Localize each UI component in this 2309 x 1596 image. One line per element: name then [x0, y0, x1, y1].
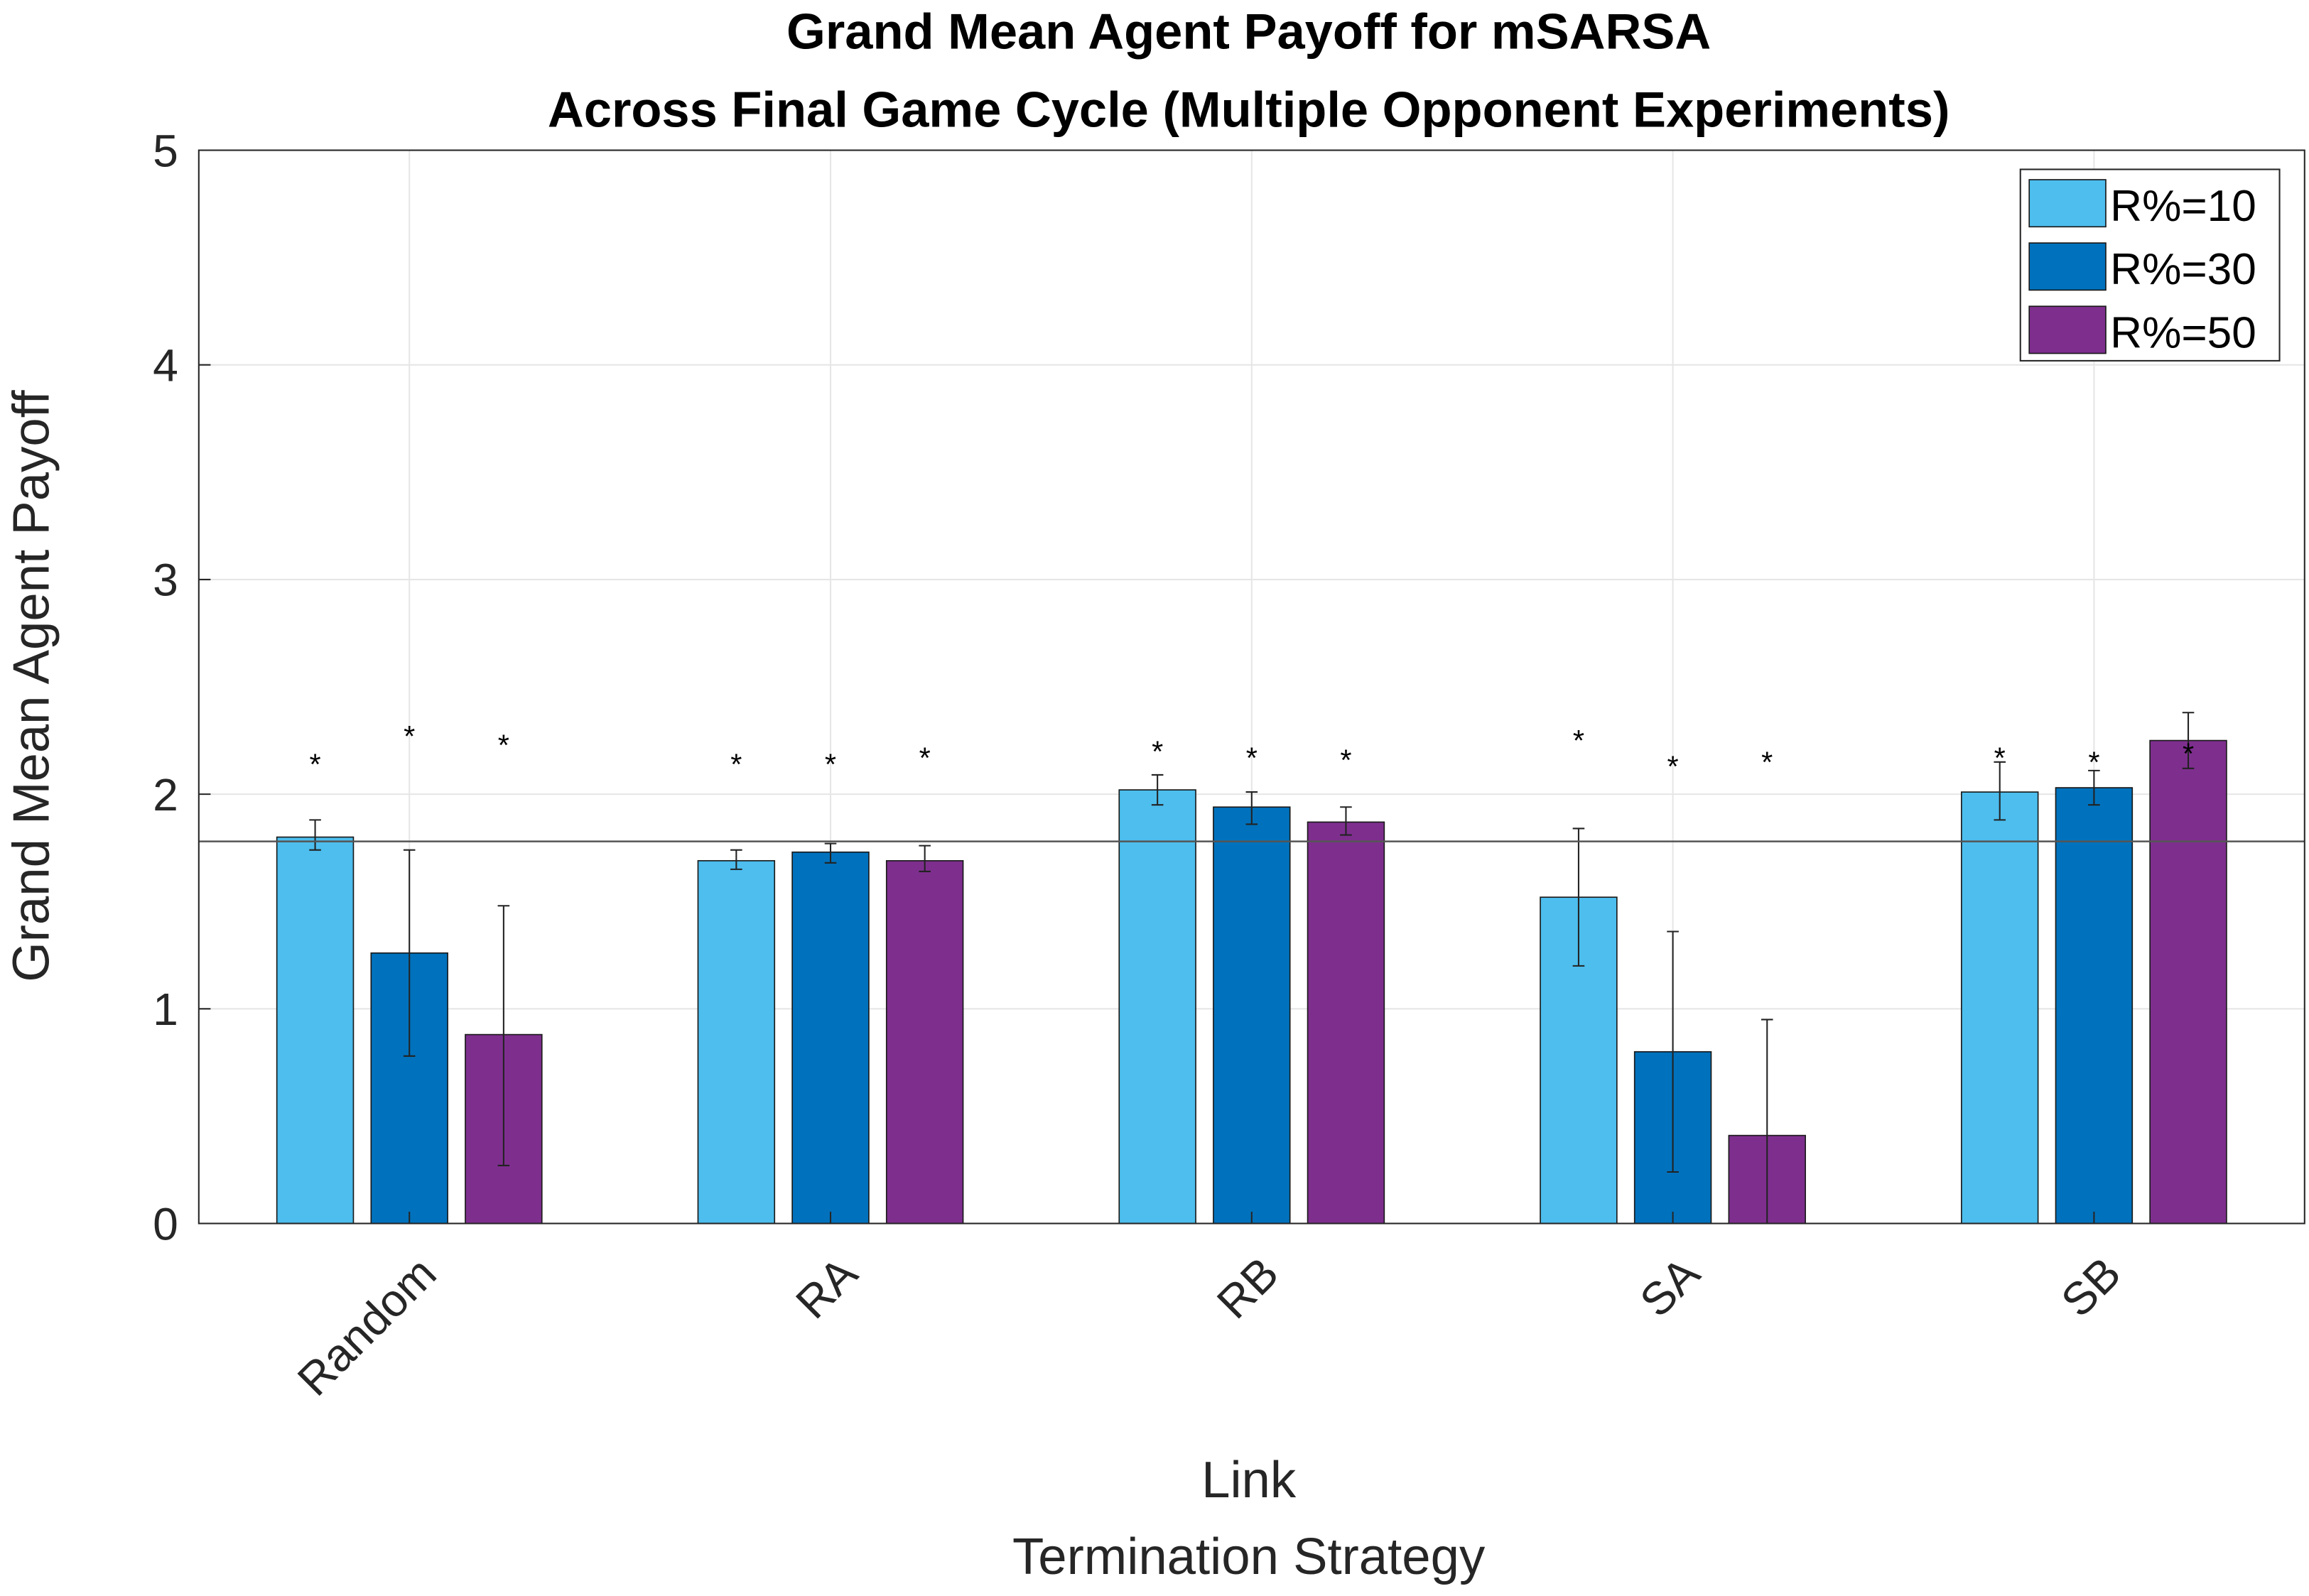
chart-title-line-2: Across Final Game Cycle (Multiple Oppone…: [548, 81, 1950, 137]
y-axis-label: Grand Mean Agent Payoff: [2, 389, 60, 982]
significance-marker: *: [1667, 750, 1679, 783]
legend-entry-label: R%=30: [2110, 245, 2256, 294]
bar-rb-series-2: [1213, 806, 1291, 1225]
legend-swatch: [2028, 305, 2107, 354]
y-tick-label: 4: [153, 340, 178, 391]
x-tick-label-rb: RB: [1207, 1247, 1288, 1328]
bar-random-series-1: [276, 836, 355, 1225]
bar-rb-series-3: [1307, 821, 1385, 1225]
significance-marker: *: [1340, 743, 1351, 776]
y-tick-label: 2: [153, 769, 178, 820]
y-tick-label: 5: [153, 125, 178, 176]
x-axis-label-line-1: Link: [1201, 1451, 1297, 1509]
significance-marker: *: [825, 747, 836, 781]
y-axis-ticks: 0 1 2 3 4 5: [153, 125, 211, 1249]
legend-entry-label: R%=10: [2110, 182, 2256, 231]
legend: R%=10 R%=30 R%=50: [2019, 168, 2281, 362]
significance-marker: *: [730, 747, 742, 781]
significance-marker: *: [404, 720, 415, 753]
bar-ra-series-2: [791, 851, 870, 1225]
significance-marker: *: [498, 728, 509, 761]
x-axis-label-line-2: Termination Strategy: [1012, 1528, 1486, 1585]
x-tick-label-sb: SB: [2051, 1247, 2131, 1327]
bar-ra-series-1: [697, 859, 776, 1225]
bar-sb-series-2: [2055, 787, 2134, 1225]
significance-marker: *: [1761, 745, 1773, 778]
bar-rb-series-1: [1118, 789, 1196, 1225]
bar-sb-series-3: [2149, 739, 2227, 1225]
significance-marker: *: [309, 747, 320, 781]
significance-marker: *: [1573, 724, 1584, 757]
significance-marker: *: [2088, 745, 2099, 778]
y-tick-label: 3: [153, 555, 178, 606]
y-tick-label: 1: [153, 984, 178, 1035]
significance-marker: *: [1246, 741, 1258, 774]
x-axis-ticks: Random RA RB SA SB: [288, 1211, 2131, 1406]
bar-sb-series-1: [1961, 791, 2039, 1225]
bars: * * * * * * * * * * * * * * *: [198, 712, 2305, 1225]
significance-marker: *: [2183, 737, 2194, 770]
bar-ra-series-3: [885, 859, 964, 1225]
significance-marker: *: [919, 741, 931, 774]
significance-marker: *: [1152, 734, 1163, 768]
x-tick-label-ra: RA: [786, 1247, 867, 1328]
x-tick-label-random: Random: [288, 1247, 446, 1406]
x-tick-label-sa: SA: [1630, 1247, 1709, 1327]
y-tick-label: 0: [153, 1198, 178, 1249]
chart-title-line-1: Grand Mean Agent Payoff for mSARSA: [786, 3, 1711, 59]
legend-swatch: [2028, 179, 2107, 228]
significance-marker: *: [1994, 741, 2006, 774]
legend-entry-label: R%=50: [2110, 308, 2256, 357]
legend-swatch: [2028, 242, 2107, 291]
